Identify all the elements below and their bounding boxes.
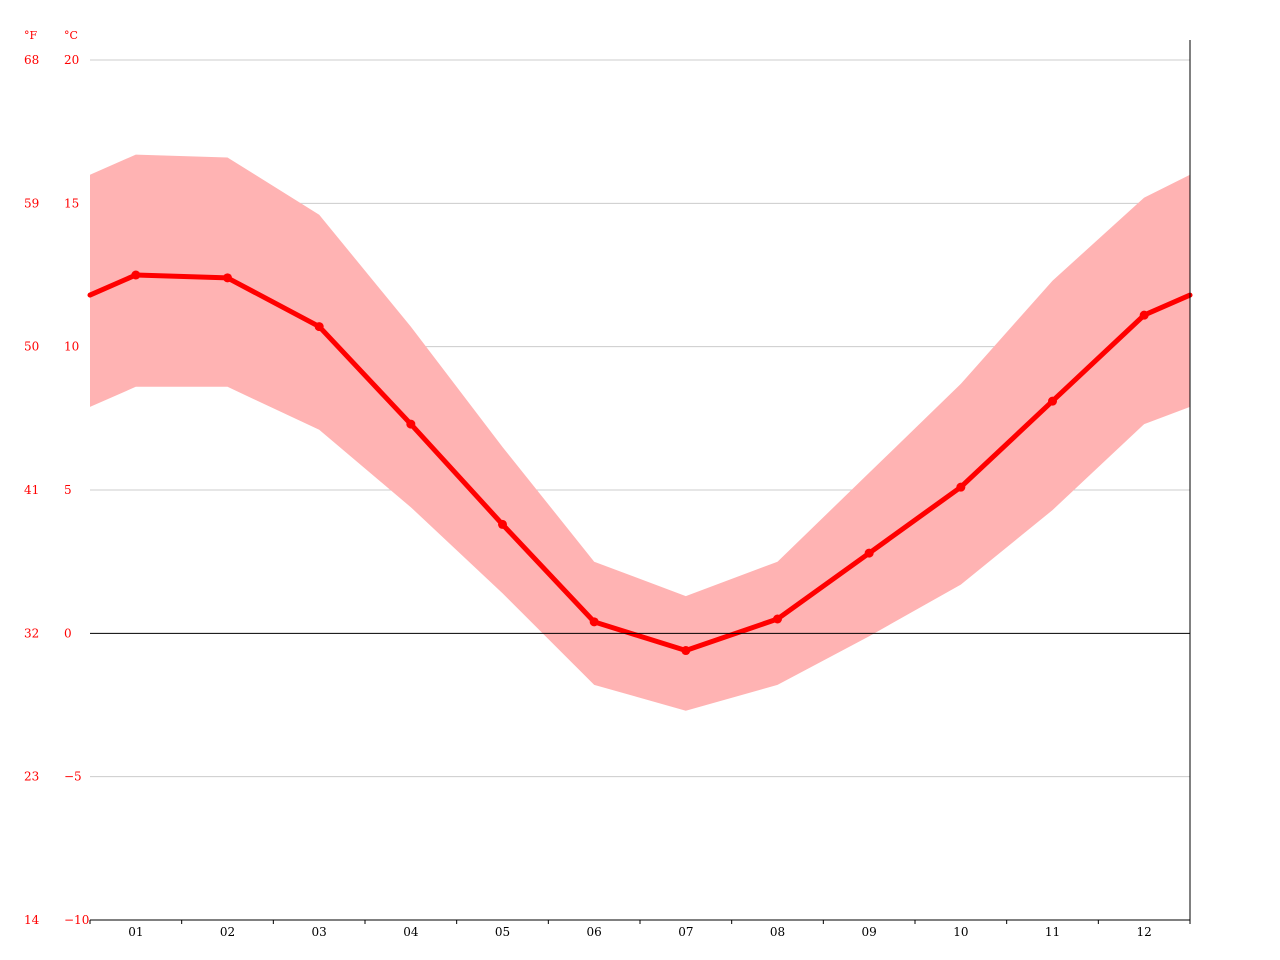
mean-temperature-line [87,272,1193,653]
x-tick-label: 02 [220,925,235,939]
x-tick-label: 03 [312,925,327,939]
y-tick-label-c: 20 [64,53,79,67]
y-tick-label-c: 0 [64,626,72,640]
y-tick-label-f: 50 [24,340,39,354]
celsius-unit-label: °C [64,29,78,42]
mean-point [681,646,691,656]
y-tick-label-f: 68 [24,53,39,67]
mean-point [406,419,416,429]
fahrenheit-unit-label: °F [24,29,38,42]
mean-point [314,322,324,332]
mean-point [589,617,599,627]
y-tick-label-c: 5 [64,483,72,497]
mean-point [131,270,141,280]
x-tick-label: 10 [953,925,968,939]
mean-point [223,273,232,283]
mean-point [498,519,507,529]
y-tick-label-f: 59 [24,196,39,210]
x-tick-label: 07 [678,925,693,939]
y-tick-label-f: 41 [24,483,39,497]
y-tick-label-c: −10 [64,913,89,927]
x-tick-label: 09 [862,925,877,939]
mean-point [1139,310,1149,320]
x-tick-label: 04 [403,925,419,939]
x-tick-label: 05 [495,925,510,939]
axes [89,40,1191,924]
x-tick-label: 11 [1045,925,1060,939]
mean-point [864,548,874,558]
min-max-band [90,154,1190,711]
y-tick-label-c: 15 [64,196,79,210]
x-tick-label: 12 [1137,925,1152,939]
x-tick-label: 06 [587,925,602,939]
y-tick-label-f: 23 [24,770,39,784]
mean-point [956,482,966,492]
y-tick-label-c: 10 [64,340,79,354]
mean-line [87,270,1193,656]
x-axis-labels: 01 02 03 04 05 06 07 08 09 10 11 12 [128,925,1152,939]
x-tick-label: 08 [770,925,785,939]
mean-point [773,614,782,624]
temperature-range-band [90,154,1190,711]
y-tick-label-c: −5 [64,770,82,784]
y-tick-label-f: 32 [24,626,39,640]
x-tick-label: 01 [128,925,143,939]
y-tick-label-f: 14 [24,913,40,927]
mean-point [1048,396,1057,406]
y-axis-labels: °F °C 68 20 59 15 50 10 41 5 32 0 23 −5 14 −10 [24,29,89,927]
